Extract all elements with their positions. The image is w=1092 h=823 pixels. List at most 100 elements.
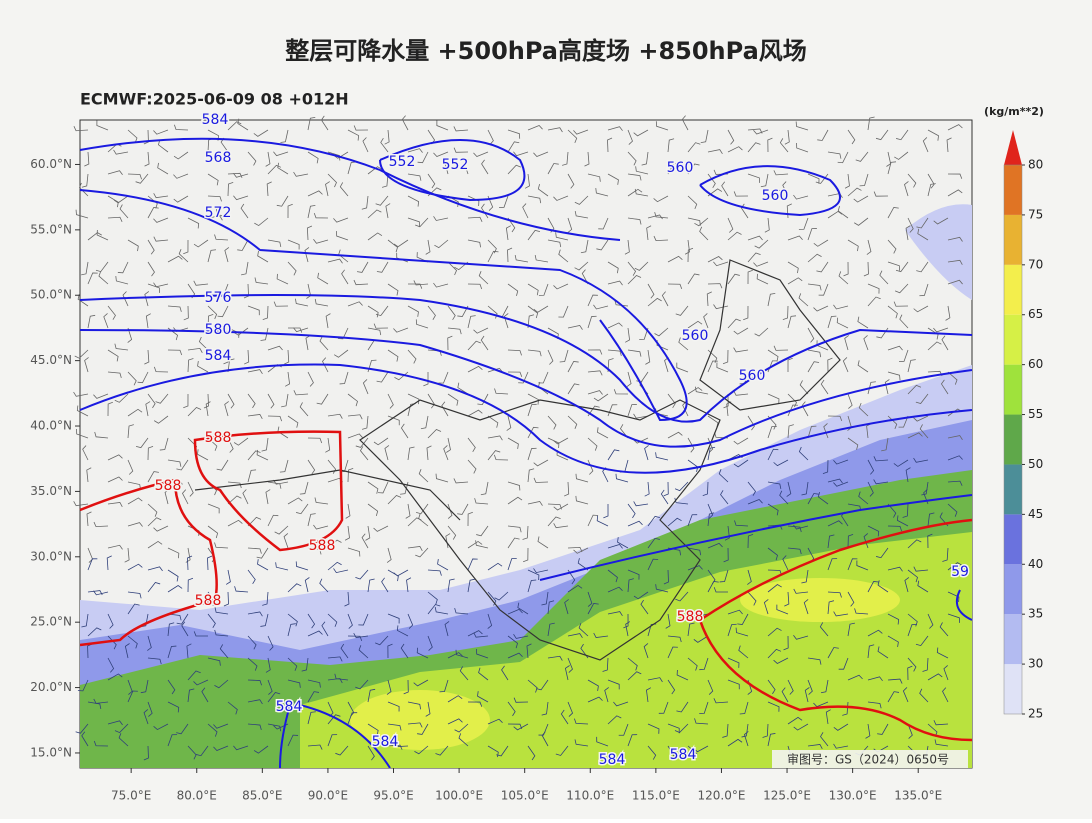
wind-barb [625, 621, 631, 637]
wind-barb [921, 481, 929, 496]
wind-barb [198, 336, 209, 351]
wind-barb [743, 731, 749, 747]
wind-barb [687, 437, 695, 453]
wind-barb [587, 591, 593, 607]
wind-barb [117, 261, 129, 274]
wind-barb [77, 679, 89, 692]
wind-barb [647, 723, 660, 734]
wind-barb [865, 723, 871, 739]
lon-tick-label: 135.0°E [894, 789, 942, 803]
wind-barb [247, 516, 262, 527]
wind-barb [947, 279, 963, 285]
wind-barb [281, 393, 289, 408]
wind-barb [164, 489, 170, 505]
wind-barb [574, 739, 589, 747]
wind-barb [707, 542, 723, 549]
wind-barb [867, 629, 883, 637]
wind-barb [827, 478, 843, 484]
wind-barb [538, 723, 549, 736]
wind-barb [118, 733, 129, 747]
wind-barb [553, 283, 569, 290]
wind-barb [895, 261, 909, 273]
wind-barb [933, 327, 949, 333]
wind-barb [287, 679, 301, 688]
wind-barb [547, 239, 562, 248]
wind-barb [843, 261, 849, 277]
wind-barb [807, 327, 815, 343]
wind-barb [362, 379, 369, 395]
wind-barb [727, 273, 740, 285]
wind-barb [380, 137, 389, 153]
wind-barb [527, 195, 542, 204]
wind-barb [313, 524, 329, 530]
wind-barb [459, 666, 469, 681]
wind-barb [387, 613, 400, 624]
wind-barb [407, 545, 423, 551]
wind-barb [295, 298, 309, 307]
wind-barb [847, 591, 855, 607]
wind-barb [787, 716, 803, 725]
wind-barb [593, 393, 609, 402]
wind-barb [833, 743, 849, 749]
wind-barb [267, 514, 279, 527]
wind-barb [947, 503, 958, 517]
wind-barb [907, 665, 913, 681]
wind-barb [827, 357, 833, 373]
wind-barb [639, 327, 649, 341]
wind-barb [703, 313, 709, 329]
wind-barb [567, 701, 574, 717]
wind-barb [384, 445, 390, 461]
wind-barb [265, 151, 271, 167]
wind-barb [887, 261, 901, 271]
wind-barb [420, 415, 429, 430]
wind-barb [617, 537, 629, 549]
wind-barb [574, 261, 589, 271]
wind-barb [304, 247, 310, 263]
wind-barb [687, 320, 703, 329]
wind-barb [119, 204, 129, 219]
wind-barb [538, 283, 549, 296]
wind-barb [359, 446, 369, 461]
wind-barb [87, 558, 98, 571]
wind-barb [365, 525, 371, 541]
contour-label: 588 [195, 593, 222, 609]
wind-barb [337, 327, 349, 340]
wind-barb [798, 217, 809, 230]
wind-barb [147, 582, 161, 593]
wind-barb [356, 261, 369, 273]
wind-barb [193, 679, 209, 686]
wind-barb [527, 569, 540, 581]
wind-barb [527, 745, 536, 761]
wind-barb [827, 415, 843, 422]
wind-barb [687, 217, 701, 226]
wind-barb [645, 349, 651, 365]
wind-barb [627, 671, 642, 681]
wind-barb [458, 733, 469, 747]
wind-barb [567, 584, 583, 593]
lon-tick-label: 75.0°E [111, 789, 151, 803]
wind-barb [87, 314, 96, 329]
wind-barb [299, 402, 309, 417]
wind-barb [945, 305, 951, 321]
wind-barb [227, 393, 235, 409]
wind-barb [280, 129, 289, 143]
wind-barb [655, 121, 669, 131]
wind-barb [747, 252, 761, 263]
wind-barb [760, 173, 769, 188]
wind-barb [307, 437, 323, 444]
wind-barb [827, 210, 843, 219]
wind-barb [207, 305, 218, 320]
wind-barb [237, 239, 249, 251]
wind-barb [407, 393, 420, 405]
wind-barb [253, 129, 269, 137]
wind-barb [381, 173, 389, 188]
wind-barb [193, 280, 209, 286]
wind-barb [316, 393, 329, 405]
wind-barb [833, 723, 849, 731]
wind-barb [787, 547, 802, 555]
wind-barb [267, 635, 274, 651]
wind-barb [675, 591, 689, 602]
wind-barb [127, 603, 140, 615]
wind-barb [247, 369, 263, 375]
wind-barb [307, 205, 316, 219]
